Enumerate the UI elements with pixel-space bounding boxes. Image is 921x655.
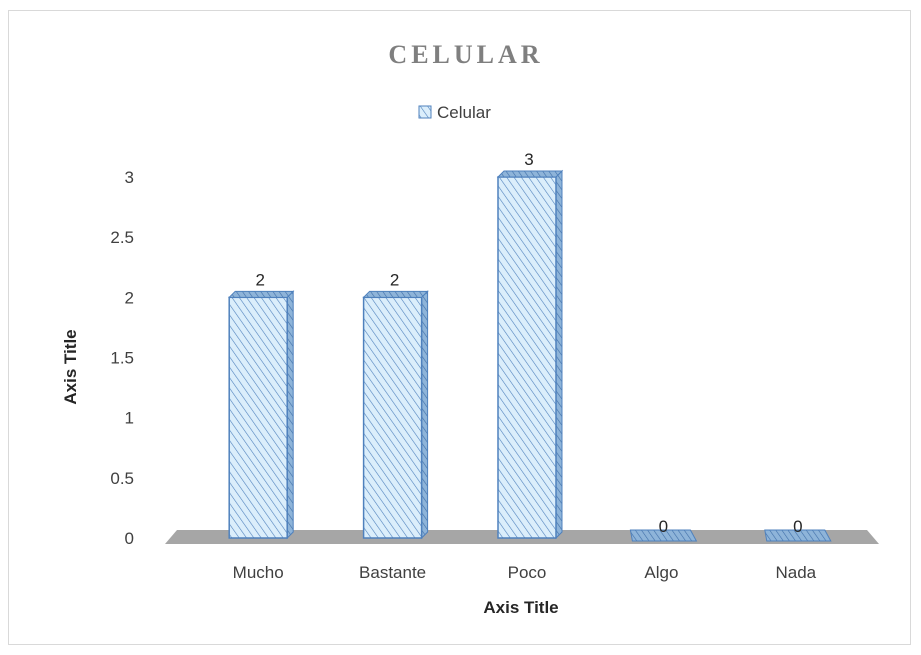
chart-svg: CELULAR Celular 0 0.5 1 1.5 2 2.5 3 2 2 3 0 0 Much… <box>61 40 879 617</box>
data-label: 0 <box>659 517 668 536</box>
data-label: 0 <box>793 517 802 536</box>
x-tick-labels: Mucho Bastante Poco Algo Nada <box>233 563 817 582</box>
y-tick-label: 1 <box>125 409 134 428</box>
bar <box>496 169 564 540</box>
y-tick-label: 0.5 <box>110 469 134 488</box>
data-label: 3 <box>524 150 533 169</box>
bars-layer <box>227 169 832 542</box>
y-axis-title: Axis Title <box>61 329 80 404</box>
y-tick-label: 2.5 <box>110 228 134 247</box>
bar <box>227 290 295 540</box>
y-tick-label: 3 <box>125 168 134 187</box>
x-tick-label: Nada <box>775 563 816 582</box>
x-tick-label: Mucho <box>233 563 284 582</box>
data-labels: 2 2 3 0 0 <box>255 150 802 536</box>
x-tick-label: Algo <box>644 563 678 582</box>
x-tick-label: Poco <box>508 563 547 582</box>
y-tick-label: 0 <box>125 529 134 548</box>
y-tick-label: 2 <box>125 288 134 307</box>
data-label: 2 <box>255 270 264 289</box>
chart-title: CELULAR <box>388 40 543 69</box>
y-tick-label: 1.5 <box>110 349 134 368</box>
chart-legend: Celular <box>418 103 491 122</box>
data-label: 2 <box>390 270 399 289</box>
bar <box>764 529 832 542</box>
bar <box>362 290 429 540</box>
y-tick-labels: 0 0.5 1 1.5 2 2.5 3 <box>110 168 134 548</box>
legend-swatch <box>418 105 432 119</box>
x-axis-title: Axis Title <box>483 598 558 617</box>
x-tick-label: Bastante <box>359 563 426 582</box>
chart-frame: CELULAR Celular 0 0.5 1 1.5 2 2.5 3 2 2 3 0 0 Much… <box>8 10 911 645</box>
bar <box>629 529 698 542</box>
legend-label: Celular <box>437 103 491 122</box>
